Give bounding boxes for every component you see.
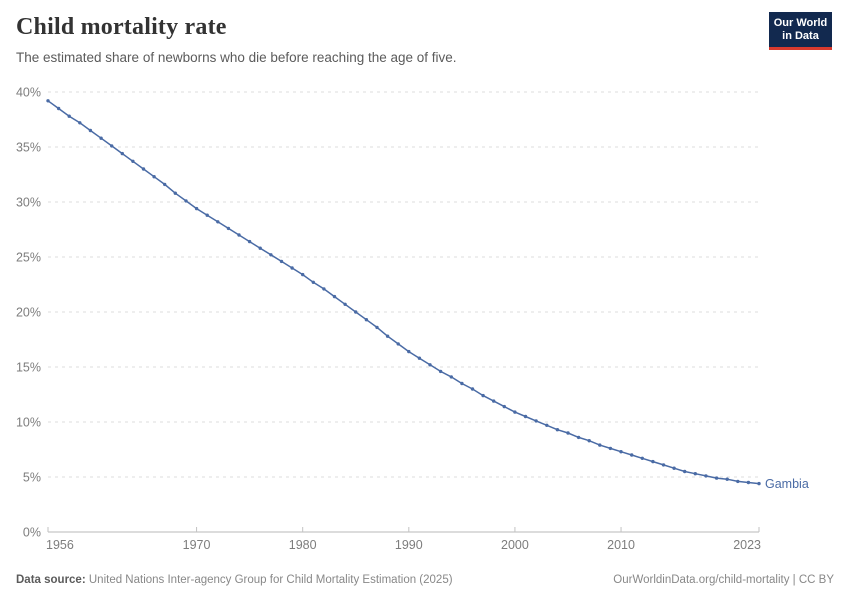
data-point[interactable] <box>683 469 687 474</box>
data-point[interactable] <box>736 479 740 484</box>
data-point[interactable] <box>46 99 50 103</box>
data-point[interactable] <box>587 439 591 443</box>
chart-subtitle: The estimated share of newborns who die … <box>16 50 457 65</box>
data-point[interactable] <box>205 213 209 217</box>
data-point[interactable] <box>481 393 485 398</box>
data-point[interactable] <box>693 472 697 476</box>
page-title: Child mortality rate <box>16 14 227 40</box>
data-point[interactable] <box>492 399 496 403</box>
data-point[interactable] <box>523 414 528 419</box>
x-axis-tick-label: 2000 <box>501 538 529 552</box>
data-point[interactable] <box>56 106 61 111</box>
data-point[interactable] <box>290 266 294 270</box>
series-entity-label: Gambia <box>765 477 809 491</box>
y-axis-tick-label: 15% <box>16 361 41 375</box>
data-point[interactable] <box>226 226 231 231</box>
data-point[interactable] <box>757 481 761 486</box>
data-point[interactable] <box>396 342 400 346</box>
owid-url-link[interactable]: OurWorldinData.org/child-mortality | CC … <box>613 574 834 586</box>
y-axis-tick-label: 25% <box>16 251 41 265</box>
data-point[interactable] <box>216 220 220 224</box>
chart-header: Child mortality rate The estimated share… <box>16 14 834 65</box>
data-point[interactable] <box>343 302 347 306</box>
data-point[interactable] <box>566 431 570 435</box>
data-point[interactable] <box>173 191 177 195</box>
data-point[interactable] <box>364 318 369 322</box>
owid-logo-line2: in Data <box>782 30 819 42</box>
data-point[interactable] <box>258 246 262 250</box>
data-point[interactable] <box>141 167 146 171</box>
x-axis-tick-label: 1970 <box>183 538 211 552</box>
x-axis-tick-label: 2010 <box>607 538 635 552</box>
data-point[interactable] <box>332 294 337 299</box>
x-axis-tick-label: 1980 <box>289 538 317 552</box>
data-point[interactable] <box>651 459 655 464</box>
data-point[interactable] <box>237 233 241 237</box>
data-point[interactable] <box>184 199 188 203</box>
data-point[interactable] <box>385 334 390 338</box>
data-point[interactable] <box>598 443 602 447</box>
data-source-label: Data source: <box>16 574 86 586</box>
data-point[interactable] <box>714 476 719 480</box>
data-point[interactable] <box>545 423 549 427</box>
y-axis-tick-label: 35% <box>16 141 41 155</box>
data-point[interactable] <box>704 474 708 478</box>
data-point[interactable] <box>417 356 422 360</box>
data-point[interactable] <box>534 419 538 423</box>
data-point[interactable] <box>428 363 432 367</box>
data-point[interactable] <box>322 287 326 291</box>
data-point[interactable] <box>375 325 379 330</box>
y-axis-tick-label: 30% <box>16 196 41 210</box>
data-point[interactable] <box>460 381 464 386</box>
data-point[interactable] <box>99 136 103 140</box>
data-point[interactable] <box>163 182 167 187</box>
data-point[interactable] <box>311 280 315 284</box>
data-point[interactable] <box>279 259 284 264</box>
data-point[interactable] <box>301 272 305 277</box>
data-point[interactable] <box>407 349 411 354</box>
data-point[interactable] <box>438 369 443 374</box>
data-point[interactable] <box>354 310 358 314</box>
data-point[interactable] <box>502 404 506 409</box>
chart-footer: Data source: United Nations Inter-agency… <box>16 574 834 586</box>
y-axis-tick-label: 10% <box>16 416 41 430</box>
data-source-note: Data source: United Nations Inter-agency… <box>16 574 453 586</box>
y-axis-tick-label: 20% <box>16 306 41 320</box>
data-point[interactable] <box>661 463 666 467</box>
data-point[interactable] <box>78 121 82 125</box>
data-point[interactable] <box>110 144 114 148</box>
data-point[interactable] <box>470 387 475 391</box>
owid-logo-line1: Our World <box>773 17 828 29</box>
y-axis-tick-label: 40% <box>16 86 41 100</box>
data-point[interactable] <box>194 206 199 211</box>
x-axis-tick-label: 2023 <box>733 538 761 552</box>
data-point[interactable] <box>513 410 517 414</box>
owid-logo[interactable]: Our World in Data <box>769 12 832 50</box>
data-point[interactable] <box>120 151 125 156</box>
data-point[interactable] <box>672 466 676 470</box>
x-axis-tick-label: 1956 <box>46 538 74 552</box>
data-point[interactable] <box>88 128 93 133</box>
y-axis-tick-label: 5% <box>23 471 41 485</box>
data-point[interactable] <box>630 453 634 457</box>
data-point[interactable] <box>67 114 71 118</box>
data-source-text: United Nations Inter-agency Group for Ch… <box>85 574 453 586</box>
data-point[interactable] <box>746 480 751 485</box>
x-axis-tick-label: 1990 <box>395 538 423 552</box>
data-point[interactable] <box>152 175 156 179</box>
data-point[interactable] <box>576 435 581 440</box>
data-point[interactable] <box>619 450 623 454</box>
data-point[interactable] <box>449 375 453 379</box>
series-line[interactable] <box>47 100 760 485</box>
y-axis-tick-label: 0% <box>23 526 41 540</box>
data-point[interactable] <box>269 253 273 257</box>
data-point[interactable] <box>640 456 644 460</box>
data-point[interactable] <box>608 446 613 451</box>
data-point[interactable] <box>725 477 729 481</box>
data-point[interactable] <box>247 239 252 244</box>
data-point[interactable] <box>555 428 560 432</box>
data-point[interactable] <box>131 159 135 163</box>
